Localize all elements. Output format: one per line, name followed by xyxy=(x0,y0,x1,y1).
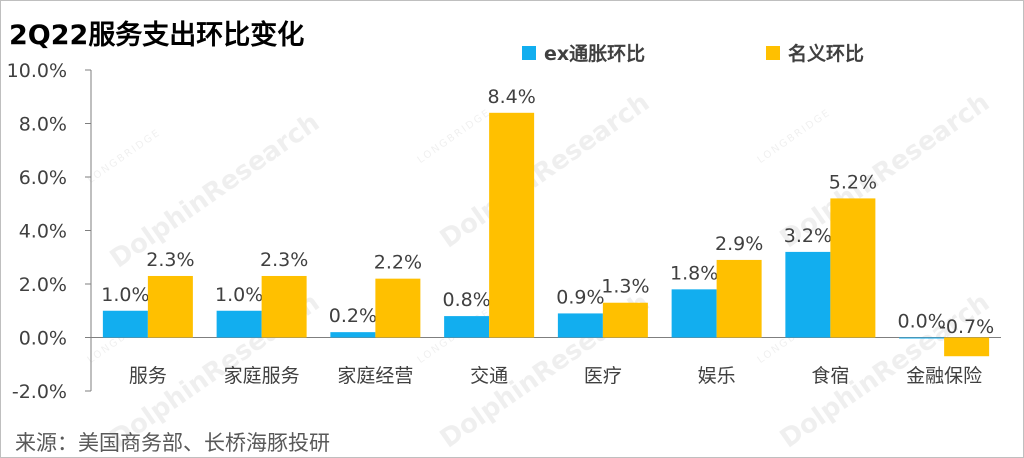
legend-swatch-ex xyxy=(522,45,536,60)
bar-ex xyxy=(671,289,717,338)
x-tick-label: 金融保险 xyxy=(906,365,982,387)
bar-nominal xyxy=(944,337,990,357)
source-note: 来源：美国商务部、长桥海豚投研 xyxy=(15,431,330,455)
data-label-nominal: 2.2% xyxy=(374,252,422,274)
data-label-ex: 3.2% xyxy=(784,225,832,247)
legend-item-ex: ex通胀环比 xyxy=(522,39,645,66)
bar-ex xyxy=(330,332,376,338)
bar-ex xyxy=(444,316,490,338)
bar-ex xyxy=(102,310,148,338)
bar-ex xyxy=(216,310,262,338)
y-tick-label: 4.0% xyxy=(19,221,67,243)
bar-ex xyxy=(899,337,945,339)
x-tick-label: 医疗 xyxy=(584,365,622,387)
data-label-ex: 0.0% xyxy=(897,311,945,333)
y-tick-label: 2.0% xyxy=(19,274,67,296)
legend-label-ex: ex通胀环比 xyxy=(544,43,646,65)
x-tick-label: 服务 xyxy=(129,365,167,387)
bar-nominal xyxy=(830,198,876,338)
legend-item-nominal: 名义环比 xyxy=(766,39,864,66)
bar-nominal xyxy=(147,275,193,338)
y-tick-label: 8.0% xyxy=(19,114,67,136)
bar-nominal xyxy=(489,112,535,338)
bar-nominal xyxy=(602,302,648,338)
data-label-nominal: 2.3% xyxy=(146,249,194,271)
y-tick-label: 10.0% xyxy=(7,60,67,82)
data-label-nominal: 8.4% xyxy=(487,86,535,108)
chart-title: 2Q22服务支出环比变化 xyxy=(9,20,305,51)
data-label-ex: 1.8% xyxy=(670,262,718,284)
data-label-ex: 0.8% xyxy=(442,289,490,311)
data-label-ex: 0.2% xyxy=(329,305,377,327)
bar-nominal xyxy=(716,259,762,338)
bar-ex xyxy=(785,251,831,338)
y-tick-label: 0.0% xyxy=(19,328,67,350)
data-label-nominal: 5.2% xyxy=(829,171,877,193)
x-tick-label: 娱乐 xyxy=(698,365,736,387)
x-tick-label: 家庭服务 xyxy=(224,365,300,387)
bar-ex xyxy=(557,313,603,338)
legend-swatch-nominal xyxy=(766,45,780,60)
data-label-nominal: 2.9% xyxy=(715,233,763,255)
data-label-ex: 1.0% xyxy=(101,284,149,306)
data-label-nominal: 1.3% xyxy=(601,276,649,298)
data-label-nominal: -0.7% xyxy=(939,316,994,338)
x-tick-label: 交通 xyxy=(470,365,508,387)
x-tick-label: 家庭经营 xyxy=(337,365,413,387)
y-tick-label: 6.0% xyxy=(19,167,67,189)
bar-nominal xyxy=(375,278,421,338)
data-label-ex: 0.9% xyxy=(556,286,604,308)
data-label-ex: 1.0% xyxy=(215,284,263,306)
x-tick-label: 食宿 xyxy=(811,365,849,387)
y-tick-label: -2.0% xyxy=(12,381,67,403)
legend-label-nominal: 名义环比 xyxy=(788,43,865,65)
data-label-nominal: 2.3% xyxy=(260,249,308,271)
bar-nominal xyxy=(261,275,307,338)
